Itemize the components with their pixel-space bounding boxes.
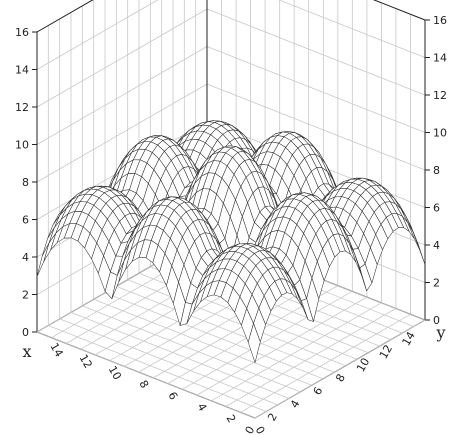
y-tick-label: 14 [400, 329, 418, 348]
z-tick-label-right: 10 [433, 127, 447, 140]
z-tick-label-left: 10 [15, 139, 29, 152]
x-tick-label: 10 [106, 364, 124, 383]
floor-gridline [116, 285, 335, 373]
tick-labels: 0022446688101012121414161602468101214024… [15, 14, 447, 435]
floor-gridline [225, 308, 397, 407]
z-tick-label-right: 6 [433, 202, 440, 215]
y-tick-label: 4 [288, 398, 303, 411]
floor-gridline [82, 305, 301, 393]
y-tick-label: 12 [377, 343, 395, 362]
z-tick-label-left: 8 [22, 176, 29, 189]
top-wall-edge [372, 0, 426, 21]
floor-gridline [104, 292, 324, 380]
wall-gridline [36, 0, 94, 33]
y-tick-label: 0 [243, 424, 258, 435]
wall-gridline [278, 0, 426, 58]
wall-gridline [206, 83, 426, 171]
floor-gridline [70, 312, 290, 399]
z-tick-label-left: 4 [22, 251, 29, 264]
surface-cell [36, 242, 50, 277]
y-tick-label: 8 [333, 372, 348, 385]
z-tick-label-left: 2 [22, 289, 29, 302]
z-tick-label-left: 0 [22, 326, 29, 339]
floor-gridline [36, 331, 256, 419]
top-wall-edge [36, 0, 94, 33]
wall-gridline [206, 46, 426, 133]
x-axis-label: x [22, 342, 31, 361]
surface-mesh [36, 120, 426, 363]
surface-cell [247, 323, 261, 363]
x-tick-label: 4 [195, 401, 210, 414]
floor-gridline [211, 302, 382, 402]
x-tick-label: 2 [224, 412, 239, 425]
floor-gridline [196, 296, 368, 396]
floor-gridline [254, 319, 426, 419]
z-tick-label-right: 2 [433, 277, 440, 290]
x-tick-label: 12 [77, 352, 95, 371]
wall-gridline [36, 83, 208, 183]
z-tick-label-right: 0 [433, 314, 440, 327]
x-tick-label: 6 [165, 390, 180, 403]
floor-gridline [240, 313, 411, 413]
z-tick-label-left: 14 [15, 64, 29, 77]
z-tick-label-left: 16 [15, 26, 29, 39]
wall-gridline [36, 8, 208, 108]
floor-gridline [93, 298, 312, 386]
z-tick-label-right: 14 [433, 52, 447, 65]
x-tick-label: 0 [253, 424, 268, 435]
floor-gridline [182, 290, 353, 390]
wall-gridline [206, 8, 426, 96]
z-tick-label-right: 16 [433, 14, 447, 27]
x-tick-label: 14 [47, 341, 65, 360]
y-tick-label: 6 [311, 385, 326, 398]
z-tick-label-left: 6 [22, 214, 29, 227]
z-tick-label-left: 12 [15, 101, 29, 114]
z-tick-label-right: 8 [433, 164, 440, 177]
floor-gridline [127, 279, 346, 367]
wall-gridline [36, 0, 159, 70]
x-tick-label: 8 [136, 378, 151, 391]
y-axis-label: y [435, 323, 445, 342]
wall-gridline [373, 0, 426, 21]
wall-gridline [36, 46, 208, 145]
z-tick-label-right: 12 [433, 89, 447, 102]
z-tick-label-right: 4 [433, 239, 440, 252]
floor-gridline [59, 318, 278, 406]
y-tick-label: 10 [354, 356, 372, 375]
y-tick-label: 2 [265, 411, 280, 424]
floor-gridline [48, 325, 267, 412]
